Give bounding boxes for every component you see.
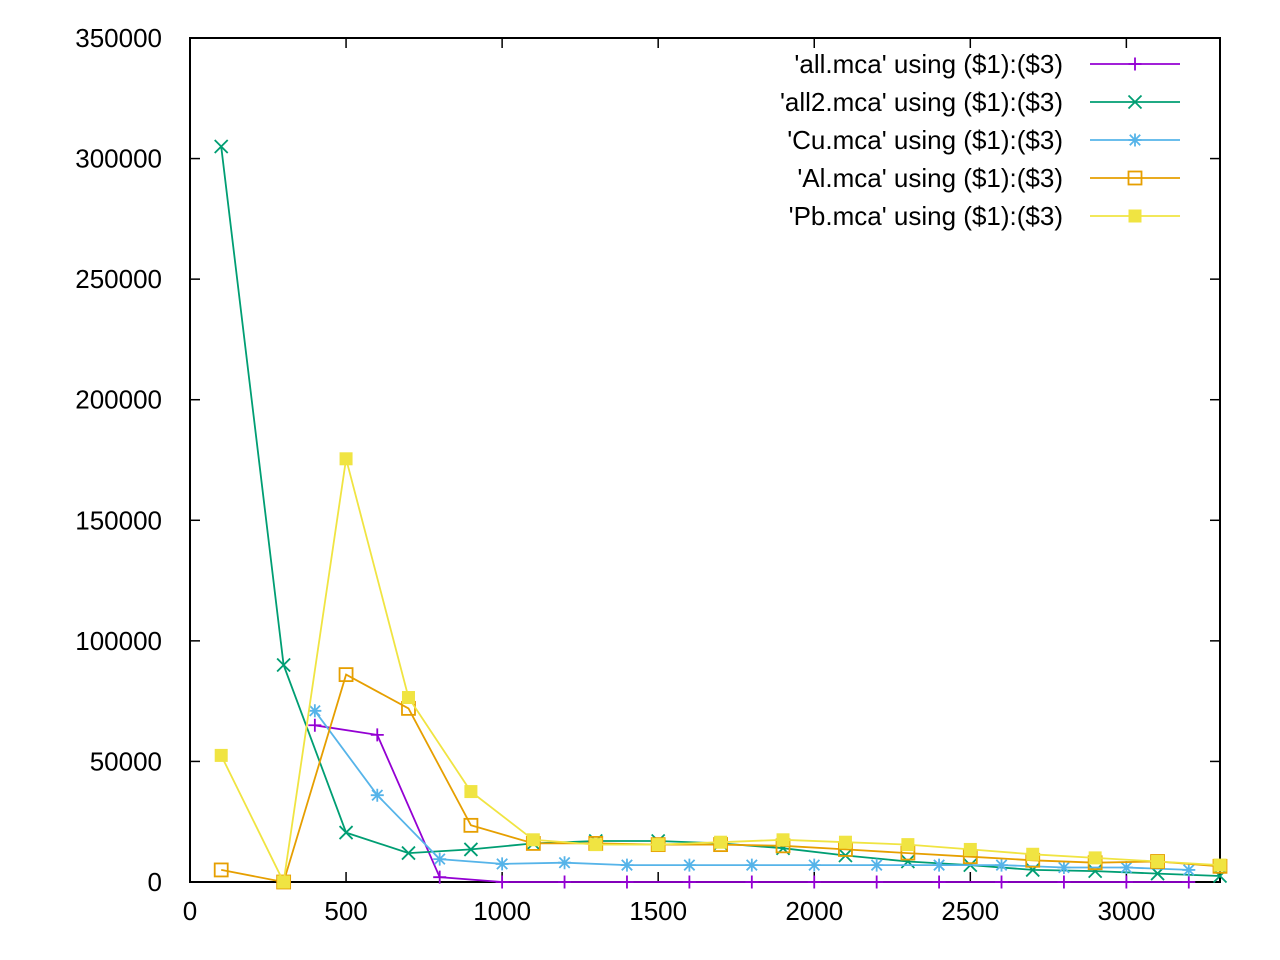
data-point (1119, 875, 1133, 889)
data-point (620, 858, 634, 872)
data-point (433, 852, 447, 866)
series-0 (308, 718, 1196, 889)
series-line (220, 458, 1221, 885)
data-point (932, 858, 946, 872)
data-point (1128, 209, 1142, 223)
data-point (870, 875, 884, 889)
data-point (370, 728, 384, 742)
x-tick-label: 2000 (785, 896, 843, 926)
legend-label: 'Cu.mca' using ($1):($3) (787, 125, 1063, 155)
data-point (495, 875, 509, 889)
data-point (463, 817, 479, 833)
legend-label: 'Al.mca' using ($1):($3) (797, 163, 1063, 193)
data-point (558, 875, 572, 889)
data-point (463, 842, 479, 857)
data-point (995, 858, 1009, 872)
x-tick-label: 3000 (1097, 896, 1155, 926)
series-1 (214, 139, 1228, 884)
axis-ticks: 0 500 1000 1500 2000 2500 3000 0 50000 100000 1500… (75, 23, 1220, 926)
y-tick-label: 100000 (75, 626, 162, 656)
data-point (338, 667, 354, 683)
data-point (589, 838, 603, 852)
data-point (651, 838, 665, 852)
data-point (1128, 133, 1142, 147)
data-point (495, 857, 509, 871)
legend-label: 'all2.mca' using ($1):($3) (780, 87, 1063, 117)
data-point (370, 788, 384, 802)
y-tick-label: 350000 (75, 23, 162, 53)
y-tick-label: 50000 (90, 746, 162, 776)
x-tick-label: 1500 (629, 896, 687, 926)
data-point (807, 858, 821, 872)
data-point (776, 833, 790, 847)
data-point (682, 858, 696, 872)
series-line (220, 146, 1221, 877)
y-tick-label: 200000 (75, 385, 162, 415)
data-point (308, 718, 322, 732)
data-point (339, 452, 353, 466)
data-point (464, 785, 478, 799)
series-4 (214, 452, 1227, 889)
data-point (213, 862, 229, 878)
x-tick-label: 0 (183, 896, 197, 926)
x-tick-label: 2500 (941, 896, 999, 926)
legend-label: 'Pb.mca' using ($1):($3) (789, 201, 1063, 231)
data-point (1212, 868, 1228, 884)
data-point (338, 825, 354, 840)
data-point (870, 858, 884, 872)
data-point (558, 856, 572, 870)
y-tick-label: 0 (148, 867, 162, 897)
series-2 (308, 704, 1196, 877)
data-point (1127, 170, 1143, 186)
data-point (1026, 847, 1040, 861)
data-point (433, 870, 447, 884)
data-point (1213, 858, 1227, 872)
data-point (214, 748, 228, 762)
data-point (932, 875, 946, 889)
data-point (1127, 94, 1143, 110)
data-point (1119, 861, 1133, 875)
data-point (620, 875, 634, 889)
data-point (901, 838, 915, 852)
data-point (214, 139, 229, 154)
data-point (838, 835, 852, 849)
data-point (745, 858, 759, 872)
data-point (277, 875, 291, 889)
data-point (1182, 863, 1196, 877)
x-tick-label: 1000 (473, 896, 531, 926)
data-point (276, 657, 291, 673)
data-point (401, 691, 415, 705)
y-tick-label: 250000 (75, 264, 162, 294)
data-point (526, 833, 540, 847)
data-point (714, 835, 728, 849)
data-point (807, 875, 821, 889)
x-tick-label: 500 (324, 896, 367, 926)
y-tick-label: 300000 (75, 144, 162, 174)
data-point (682, 875, 696, 889)
data-point (963, 842, 977, 856)
data-point (308, 704, 322, 718)
data-point (1057, 875, 1071, 889)
data-point (1151, 855, 1165, 869)
data-point (995, 875, 1009, 889)
legend: 'all.mca' using ($1):($3) 'all2.mca' usin… (780, 49, 1180, 231)
data-point (745, 875, 759, 889)
data-point (1088, 851, 1102, 865)
data-point (1182, 875, 1196, 889)
data-point (1128, 57, 1142, 71)
legend-label: 'all.mca' using ($1):($3) (794, 49, 1063, 79)
series-3 (213, 667, 1228, 890)
data-point (401, 845, 416, 861)
series-layer (213, 139, 1228, 890)
y-tick-label: 150000 (75, 505, 162, 535)
data-point (1057, 861, 1071, 875)
